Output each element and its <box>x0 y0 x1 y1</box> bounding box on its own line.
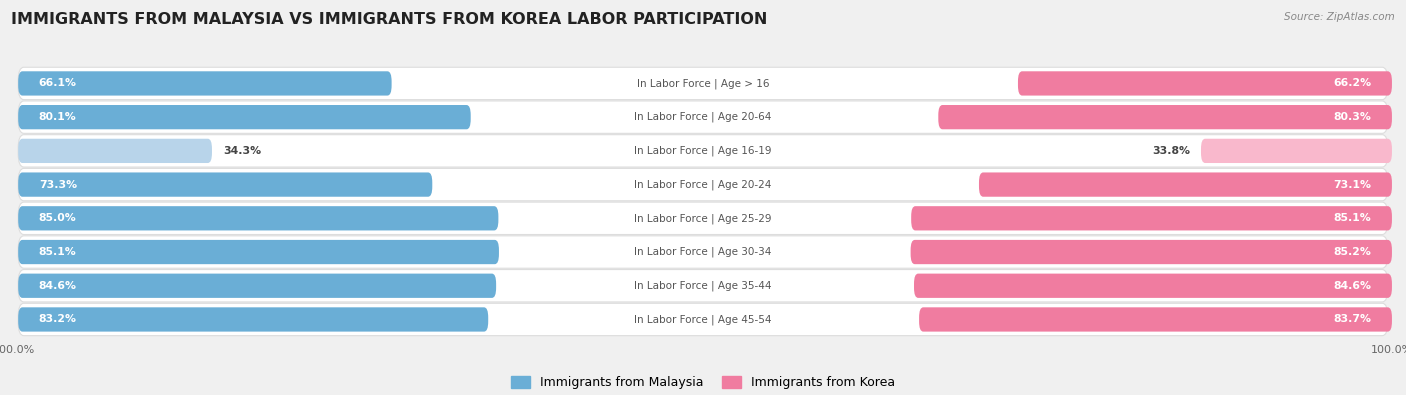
Text: 83.2%: 83.2% <box>39 314 77 324</box>
Text: 83.7%: 83.7% <box>1333 314 1371 324</box>
Text: 66.2%: 66.2% <box>1333 79 1371 88</box>
FancyBboxPatch shape <box>18 71 392 96</box>
Text: 85.2%: 85.2% <box>1333 247 1371 257</box>
Text: In Labor Force | Age 35-44: In Labor Force | Age 35-44 <box>634 280 772 291</box>
FancyBboxPatch shape <box>1018 71 1392 96</box>
Text: 84.6%: 84.6% <box>39 281 77 291</box>
FancyBboxPatch shape <box>938 105 1392 129</box>
Text: In Labor Force | Age > 16: In Labor Force | Age > 16 <box>637 78 769 89</box>
FancyBboxPatch shape <box>18 206 498 230</box>
Text: 34.3%: 34.3% <box>224 146 262 156</box>
Text: 80.1%: 80.1% <box>39 112 76 122</box>
FancyBboxPatch shape <box>18 240 499 264</box>
FancyBboxPatch shape <box>18 105 471 129</box>
Text: 84.6%: 84.6% <box>1333 281 1371 291</box>
FancyBboxPatch shape <box>18 173 432 197</box>
Text: 33.8%: 33.8% <box>1152 146 1189 156</box>
Text: In Labor Force | Age 16-19: In Labor Force | Age 16-19 <box>634 146 772 156</box>
FancyBboxPatch shape <box>18 307 488 332</box>
Text: IMMIGRANTS FROM MALAYSIA VS IMMIGRANTS FROM KOREA LABOR PARTICIPATION: IMMIGRANTS FROM MALAYSIA VS IMMIGRANTS F… <box>11 12 768 27</box>
Text: 85.1%: 85.1% <box>1333 213 1371 223</box>
Text: Source: ZipAtlas.com: Source: ZipAtlas.com <box>1284 12 1395 22</box>
FancyBboxPatch shape <box>18 168 1388 201</box>
Text: In Labor Force | Age 30-34: In Labor Force | Age 30-34 <box>634 247 772 257</box>
FancyBboxPatch shape <box>18 236 1388 268</box>
Text: 85.0%: 85.0% <box>39 213 76 223</box>
Text: In Labor Force | Age 25-29: In Labor Force | Age 25-29 <box>634 213 772 224</box>
FancyBboxPatch shape <box>1201 139 1392 163</box>
FancyBboxPatch shape <box>18 303 1388 336</box>
FancyBboxPatch shape <box>18 101 1388 134</box>
FancyBboxPatch shape <box>18 202 1388 235</box>
FancyBboxPatch shape <box>18 139 212 163</box>
Text: In Labor Force | Age 20-64: In Labor Force | Age 20-64 <box>634 112 772 122</box>
FancyBboxPatch shape <box>979 173 1392 197</box>
FancyBboxPatch shape <box>18 269 1388 302</box>
FancyBboxPatch shape <box>911 240 1392 264</box>
Text: In Labor Force | Age 45-54: In Labor Force | Age 45-54 <box>634 314 772 325</box>
Legend: Immigrants from Malaysia, Immigrants from Korea: Immigrants from Malaysia, Immigrants fro… <box>506 371 900 394</box>
FancyBboxPatch shape <box>911 206 1392 230</box>
FancyBboxPatch shape <box>18 274 496 298</box>
Text: In Labor Force | Age 20-24: In Labor Force | Age 20-24 <box>634 179 772 190</box>
FancyBboxPatch shape <box>18 135 1388 167</box>
FancyBboxPatch shape <box>914 274 1392 298</box>
Text: 73.1%: 73.1% <box>1333 180 1371 190</box>
FancyBboxPatch shape <box>920 307 1392 332</box>
Text: 85.1%: 85.1% <box>39 247 76 257</box>
Text: 73.3%: 73.3% <box>39 180 77 190</box>
FancyBboxPatch shape <box>18 67 1388 100</box>
Text: 80.3%: 80.3% <box>1333 112 1371 122</box>
Text: 66.1%: 66.1% <box>39 79 77 88</box>
